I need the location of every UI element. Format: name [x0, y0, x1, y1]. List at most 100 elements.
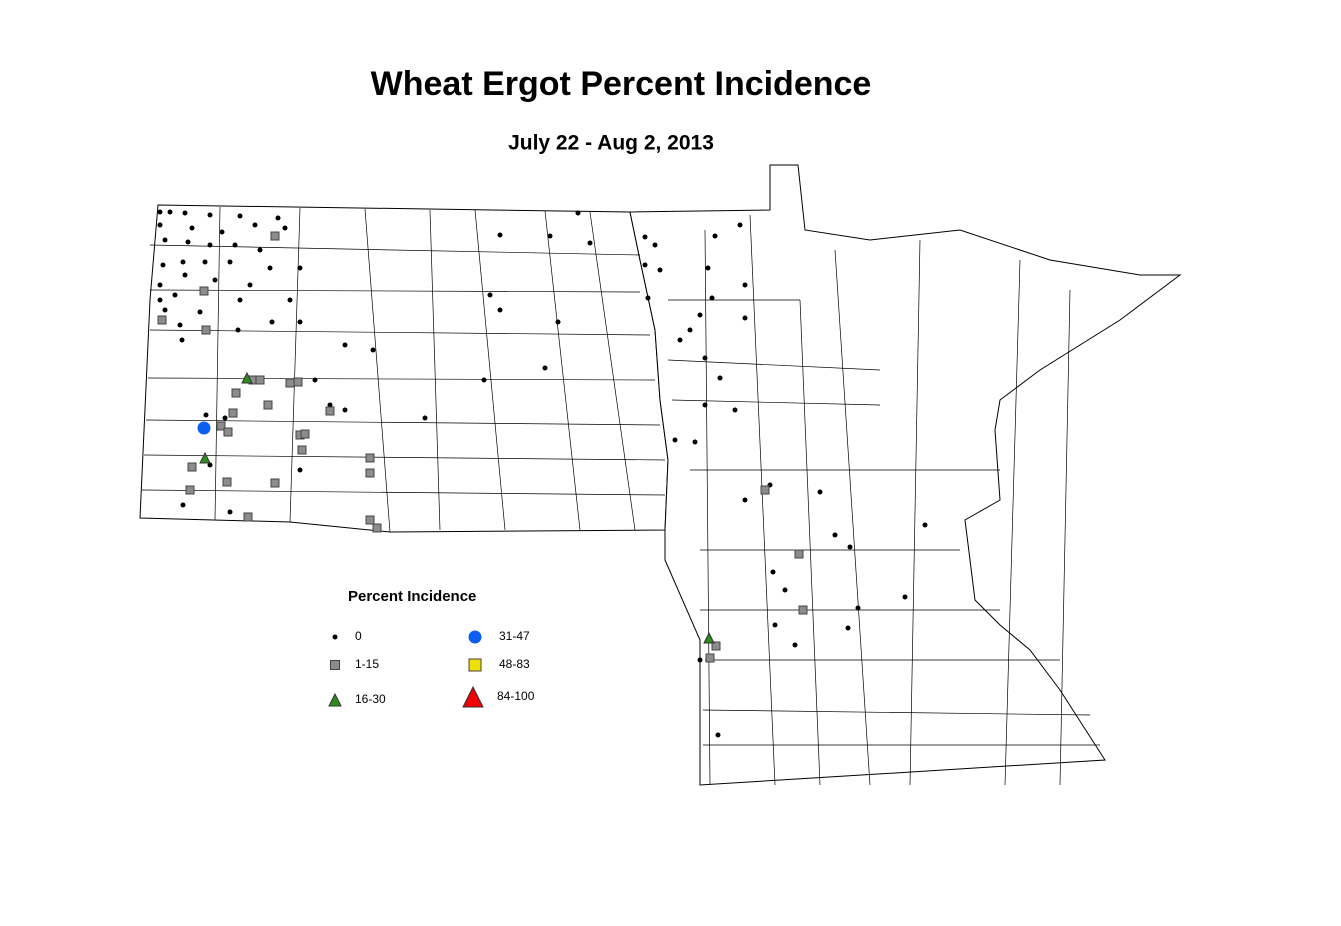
observation: [817, 489, 823, 495]
observation: [219, 229, 225, 235]
observation: [227, 259, 233, 265]
observation: [179, 337, 185, 343]
observation: [300, 429, 310, 439]
legend-label: 1-15: [355, 657, 379, 671]
observation: [199, 451, 211, 464]
observation: [575, 210, 581, 216]
observation: [247, 282, 253, 288]
observation: [325, 406, 335, 416]
observation: [231, 388, 241, 398]
observation: [422, 415, 428, 421]
observation: [237, 213, 243, 219]
observation: [497, 232, 503, 238]
observation: [365, 468, 375, 478]
observation: [199, 286, 209, 296]
observation: [282, 225, 288, 231]
observation: [342, 342, 348, 348]
observation: [202, 259, 208, 265]
observation: [342, 407, 348, 413]
observation: [297, 319, 303, 325]
observation: [185, 485, 195, 495]
observation: [782, 587, 788, 593]
observation: [312, 377, 318, 383]
observation: [712, 233, 718, 239]
observation: [772, 622, 778, 628]
observation: [547, 233, 553, 239]
observation: [657, 267, 663, 273]
legend-title: Percent Incidence: [348, 588, 476, 605]
observation: [257, 247, 263, 253]
observation: [794, 549, 804, 559]
observation: [902, 594, 908, 600]
observation: [227, 509, 233, 515]
observation: [222, 477, 232, 487]
observation: [207, 242, 213, 248]
observation: [241, 371, 253, 384]
observation: [287, 297, 293, 303]
observation: [845, 625, 851, 631]
observation: [742, 315, 748, 321]
observation: [692, 439, 698, 445]
legend-symbol: [462, 685, 484, 708]
observation: [167, 209, 173, 215]
observation: [237, 297, 243, 303]
observation: [922, 522, 928, 528]
observation: [715, 732, 721, 738]
legend-label: 48-83: [499, 657, 530, 671]
observation: [255, 375, 265, 385]
observation: [677, 337, 683, 343]
observation: [232, 242, 238, 248]
legend-symbol: [468, 630, 482, 644]
observation: [365, 515, 375, 525]
observation: [370, 347, 376, 353]
observation: [705, 653, 715, 663]
observation: [587, 240, 593, 246]
observation: [267, 265, 273, 271]
observation: [847, 544, 853, 550]
observation: [702, 402, 708, 408]
observation: [497, 307, 503, 313]
observation: [717, 375, 723, 381]
observation: [187, 462, 197, 472]
observation: [197, 421, 211, 435]
observation: [172, 292, 178, 298]
observation: [293, 377, 303, 387]
observation: [645, 295, 651, 301]
observation: [162, 237, 168, 243]
observation: [269, 319, 275, 325]
observation: [297, 467, 303, 473]
observation: [162, 307, 168, 313]
observation: [252, 222, 258, 228]
observation: [207, 212, 213, 218]
county-lines: [141, 206, 1100, 786]
observation: [737, 222, 743, 228]
observation: [270, 231, 280, 241]
observation: [709, 295, 715, 301]
observation: [542, 365, 548, 371]
observation: [697, 312, 703, 318]
observation: [223, 427, 233, 437]
observation: [705, 265, 711, 271]
observation: [697, 657, 703, 663]
observation: [207, 462, 213, 468]
observation: [157, 315, 167, 325]
observation: [189, 225, 195, 231]
observation: [275, 215, 281, 221]
observation: [742, 497, 748, 503]
observation: [270, 478, 280, 488]
observation: [212, 277, 218, 283]
observation: [792, 642, 798, 648]
observation: [481, 377, 487, 383]
observation: [157, 297, 163, 303]
legend-symbol: [468, 658, 482, 672]
observation: [160, 262, 166, 268]
observation: [742, 282, 748, 288]
observation: [263, 400, 273, 410]
observation: [235, 327, 241, 333]
observation: [228, 408, 238, 418]
observation: [652, 242, 658, 248]
observations: [157, 209, 928, 738]
observation: [711, 641, 721, 651]
observation: [157, 282, 163, 288]
